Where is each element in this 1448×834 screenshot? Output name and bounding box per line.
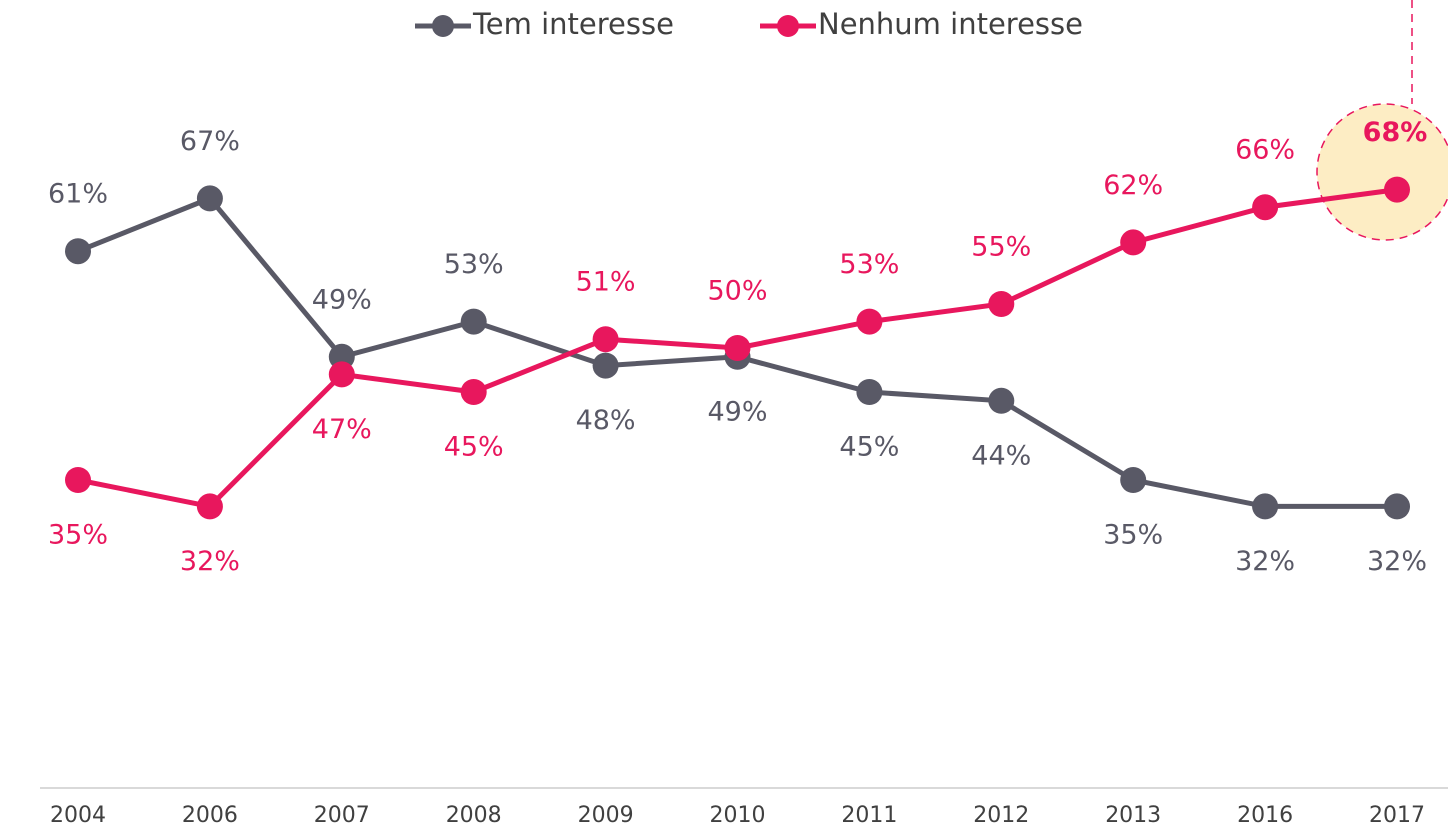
legend-label: Nenhum interesse [818,7,1083,41]
data-label: 55% [971,232,1031,263]
data-label: 53% [839,249,899,280]
data-label: 62% [1103,170,1163,201]
x-tick-label: 2009 [578,803,634,828]
data-label: 45% [444,432,504,463]
data-point [724,335,751,361]
x-tick-label: 2004 [50,803,106,828]
data-label: 35% [48,520,108,551]
data-point [592,326,619,353]
data-label: 44% [971,440,1031,471]
x-tick-label: 2011 [841,803,897,828]
data-point [460,308,487,335]
x-tick-label: 2012 [973,803,1029,828]
data-point [1120,229,1147,256]
data-point [1384,493,1410,520]
data-label: 32% [180,546,240,577]
data-label: 68% [1363,117,1428,148]
data-point [196,493,223,520]
data-label: 61% [48,179,108,210]
legend-marker [432,15,454,37]
x-tick-label: 2016 [1237,803,1293,828]
data-point [1252,194,1279,221]
x-tick-label: 2006 [182,803,238,828]
data-label: 48% [576,405,636,436]
data-point [988,387,1015,414]
data-label: 49% [707,396,767,427]
legend-marker [777,15,799,37]
data-point [460,379,487,405]
legend-label: Tem interesse [472,7,674,41]
x-tick-label: 2010 [710,803,766,828]
data-point [328,361,355,388]
data-point [65,467,91,493]
data-point [1384,176,1410,203]
data-label: 50% [707,276,767,307]
data-label: 32% [1367,546,1427,577]
x-tick-label: 2007 [314,803,370,828]
x-tick-label: 2013 [1105,803,1161,828]
data-point [65,238,91,265]
data-label: 51% [576,267,636,298]
data-point [856,308,883,335]
data-point [592,352,619,379]
data-point [856,379,883,405]
data-point [1252,493,1279,520]
data-label: 35% [1103,520,1163,551]
data-label: 67% [180,126,240,157]
data-label: 53% [444,249,504,280]
x-tick-label: 2017 [1369,803,1425,828]
data-label: 47% [312,414,372,445]
highlight-circle [1316,103,1448,241]
data-point [196,185,223,212]
data-label: 45% [839,432,899,463]
data-point [988,291,1015,317]
data-label: 32% [1235,546,1295,577]
data-label: 49% [312,284,372,315]
data-label: 66% [1235,135,1295,166]
data-point [1120,467,1147,493]
x-tick-label: 2008 [446,803,502,828]
